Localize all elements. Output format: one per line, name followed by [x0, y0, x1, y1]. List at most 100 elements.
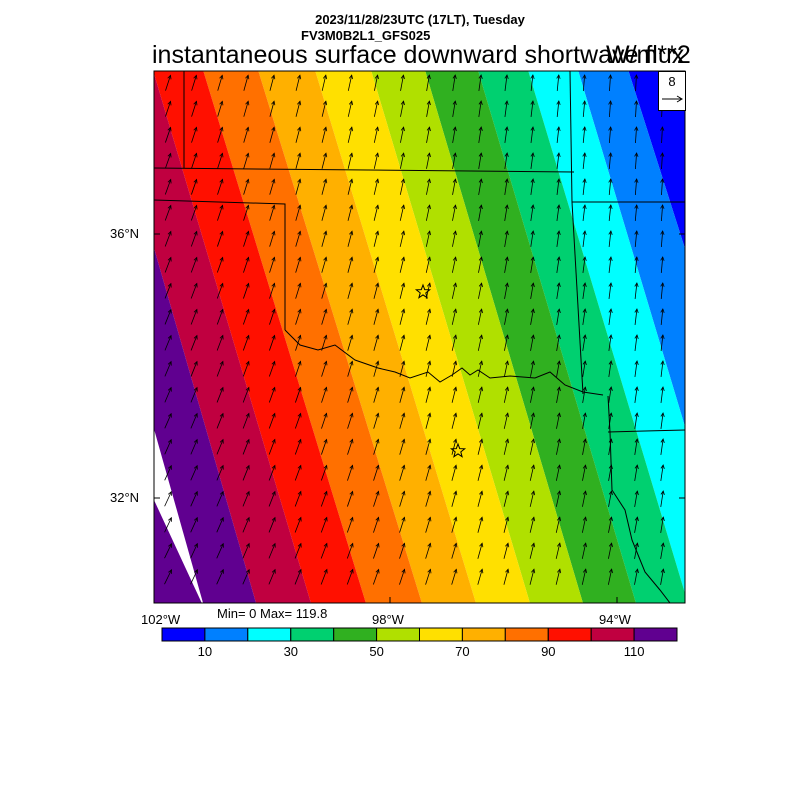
variable-title: instantaneous surface downward shortwave…	[152, 41, 685, 69]
wind-arrow	[556, 413, 560, 429]
wind-arrow	[504, 153, 508, 169]
colorbar-label: 50	[369, 644, 383, 659]
wind-arrow	[242, 361, 250, 377]
wind-arrow-head	[167, 412, 172, 418]
wind-arrow-head	[167, 386, 172, 392]
wind-arrow	[608, 335, 612, 351]
wind-arrow	[477, 517, 483, 533]
wind-arrow	[346, 517, 354, 533]
wind-arrow-head	[400, 178, 406, 184]
wind-arrow	[373, 335, 379, 351]
wind-arrow-head	[219, 256, 224, 262]
wind-arrow	[634, 257, 638, 273]
wind-arrow	[582, 179, 586, 195]
wind-arrow-head	[530, 204, 535, 210]
wind-arrow	[373, 517, 379, 533]
wind-arrow-head	[608, 308, 613, 313]
ar-la-east-line	[607, 395, 611, 433]
wind-arrow-head	[193, 308, 198, 314]
shading-band	[425, 71, 636, 603]
wind-arrow-head	[219, 178, 224, 184]
wind-arrow-head	[608, 386, 613, 392]
wind-arrow	[269, 75, 275, 91]
wind-arrow	[634, 335, 638, 351]
wind-arrow	[608, 361, 612, 377]
wind-arrow	[608, 205, 612, 221]
wind-arrow	[242, 569, 250, 585]
wind-arrow	[321, 283, 327, 299]
wind-arrow-head	[400, 100, 405, 106]
wind-arrow-head	[375, 464, 380, 470]
wind-arrow	[452, 231, 456, 247]
wind-arrow-head	[582, 438, 587, 444]
wind-arrow-head	[297, 412, 302, 418]
wind-arrow	[190, 569, 198, 585]
wind-arrow	[503, 465, 509, 481]
wind-arrow-head	[556, 256, 561, 262]
wind-arrow	[217, 75, 223, 91]
wind-arrow	[425, 413, 431, 429]
wind-arrow-head	[660, 230, 665, 235]
wind-arrow	[190, 257, 198, 273]
wind-arrow	[216, 413, 224, 429]
wind-arrow	[347, 335, 353, 351]
wind-arrow-head	[167, 282, 172, 288]
wind-arrow	[582, 335, 586, 351]
wind-arrow	[190, 205, 198, 221]
wind-arrow	[216, 517, 224, 533]
colorbar-swatch	[204, 627, 249, 642]
wind-arrow	[268, 517, 276, 533]
wind-arrow-head	[297, 386, 302, 392]
wind-arrow	[451, 387, 457, 403]
wind-arrow	[426, 179, 430, 195]
wind-arrow	[373, 387, 379, 403]
wind-arrow-head	[323, 360, 328, 366]
wind-arrow-head	[349, 542, 354, 548]
wind-arrow-head	[479, 464, 484, 470]
wind-arrow-head	[427, 516, 432, 522]
wind-arrow	[634, 178, 638, 196]
wind-arrow-head	[427, 334, 432, 340]
wind-arrow	[321, 413, 327, 429]
wind-arrow	[216, 335, 224, 351]
wind-arrow	[451, 543, 457, 559]
wind-arrow-head	[297, 438, 302, 444]
wind-arrow	[190, 413, 198, 429]
wind-arrow	[321, 309, 327, 325]
wind-arrow-head	[219, 152, 224, 158]
wind-arrow	[347, 179, 353, 195]
wind-arrow	[399, 517, 405, 533]
wind-arrow-head	[608, 490, 613, 496]
wind-arrow-head	[582, 516, 587, 522]
wind-arrow-head	[375, 204, 380, 210]
wind-arrow	[452, 205, 456, 221]
wind-arrow	[504, 283, 508, 299]
wind-arrow-head	[401, 464, 406, 470]
wind-arrow	[347, 361, 353, 377]
wind-arrow-head	[348, 74, 354, 80]
wind-arrow-head	[530, 308, 535, 314]
wind-arrow	[477, 309, 483, 325]
wind-arrow-head	[167, 126, 172, 132]
wind-arrow	[320, 569, 328, 585]
wind-arrow-head	[349, 308, 354, 314]
wind-arrow-head	[634, 438, 639, 444]
wind-arrow	[556, 179, 560, 195]
wind-arrow	[320, 543, 328, 559]
wind-arrow	[477, 569, 483, 585]
wind-arrow	[295, 127, 301, 143]
wind-arrow	[243, 205, 249, 221]
wind-arrow-head	[297, 282, 302, 288]
wind-arrow-head	[452, 282, 458, 288]
wind-arrow-head	[219, 438, 224, 444]
wind-arrow	[660, 569, 664, 585]
wind-arrow	[608, 257, 612, 273]
wind-arrow-head	[349, 178, 354, 184]
wind-arrow-head	[634, 386, 639, 392]
wind-arrow	[191, 101, 197, 117]
wind-arrow	[347, 231, 353, 247]
wind-arrow	[608, 152, 612, 170]
wind-arrow	[556, 283, 560, 299]
wind-arrow	[556, 309, 560, 325]
wind-arrow	[321, 257, 327, 273]
